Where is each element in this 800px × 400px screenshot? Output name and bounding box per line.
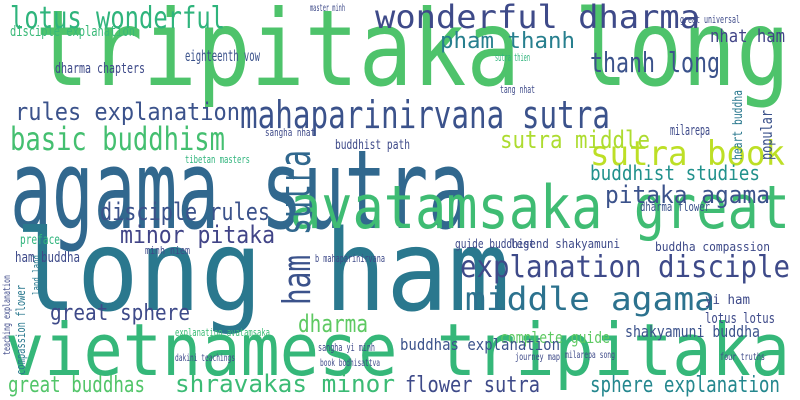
word: milarepa	[670, 123, 710, 139]
word: compassion flower	[14, 285, 28, 375]
word: dharma	[298, 310, 368, 338]
word: dharma flower	[640, 200, 710, 214]
word: heart buddha	[731, 90, 746, 160]
word: mahaparinirvana sutra	[240, 93, 610, 137]
word: agama sutra	[10, 126, 470, 254]
word: long ham	[15, 207, 510, 337]
word: wonderful dharma	[375, 0, 700, 36]
word: buddhist studies	[590, 161, 760, 185]
word: complete guide	[500, 328, 610, 347]
word: book bodhisattva	[320, 358, 380, 369]
word: shravakas minor	[175, 370, 395, 398]
word: avatamsaka great	[290, 173, 790, 243]
word: great universal	[680, 13, 740, 26]
word: legend shakyamuni	[510, 237, 620, 251]
word: sphere explanation	[590, 373, 780, 398]
word: sutra book	[590, 134, 785, 174]
word: pitaka agama	[605, 181, 770, 209]
word: pham thanh	[440, 29, 575, 54]
word: popular	[757, 110, 776, 160]
word: tang nhat	[500, 83, 535, 96]
word: eighteenth vow	[185, 47, 261, 65]
word: sutra middle	[500, 126, 650, 154]
word: explanation avatamsaka	[175, 326, 270, 339]
word: tibetan masters	[185, 153, 250, 166]
word: dakini teachings	[175, 353, 235, 364]
word: disciple explanation	[10, 24, 135, 40]
word: journey map	[515, 352, 560, 363]
word: great buddhas	[8, 373, 145, 398]
word: sutra thien	[495, 51, 530, 64]
word: minh niem	[145, 244, 190, 257]
word: sutra	[270, 150, 321, 235]
word: great sphere	[50, 301, 190, 326]
word: thanh long	[590, 46, 720, 79]
word: land land	[30, 255, 43, 295]
word: tripitaka long	[35, 0, 790, 110]
word: sangha nhat	[265, 126, 315, 139]
word: vietnamese tripitaka	[5, 308, 790, 392]
word: disciple rules	[100, 198, 270, 226]
word: b mahaparinirvana	[315, 252, 385, 265]
word: yi ham	[705, 293, 750, 308]
word: teaching explanation	[2, 275, 13, 355]
word: minor pitaka	[120, 221, 275, 249]
word: dharma chapters	[55, 61, 145, 77]
word: lotus lotus	[705, 311, 775, 327]
word: buddhas explanation	[400, 335, 560, 354]
word: ham	[275, 255, 319, 305]
word: rules explanation	[15, 98, 240, 126]
word: shakyamuni buddha	[625, 322, 760, 341]
word: ham buddha	[15, 250, 80, 266]
word: middle agama	[465, 280, 715, 318]
word: lotus wonderful	[10, 1, 225, 36]
word: guide buddhist	[455, 237, 535, 251]
word: flower sutra	[405, 373, 540, 398]
word: buddhist path	[335, 138, 410, 153]
word: milarepa song	[565, 350, 615, 361]
word: buddha compassion	[655, 240, 770, 254]
word: sangha yi minh	[318, 341, 375, 354]
word: four truths	[720, 352, 765, 363]
word: basic buddhism	[10, 120, 225, 158]
word: master minh	[310, 3, 345, 14]
word: explanation disciple	[460, 250, 790, 285]
word: preface	[20, 233, 60, 248]
word: nhat ham	[710, 26, 785, 47]
